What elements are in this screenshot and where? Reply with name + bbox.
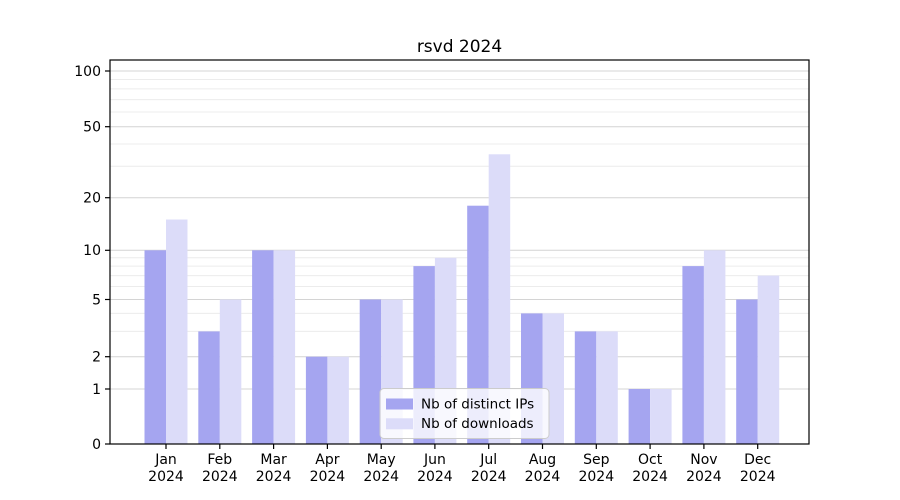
plot-border (109, 59, 810, 445)
bar-distinct-ips-jul (467, 205, 489, 444)
x-tick-label-year: 2024 (578, 469, 614, 485)
bar-downloads-jan (166, 219, 188, 444)
y-tick-label: 5 (92, 292, 101, 308)
bar-downloads-nov (703, 250, 726, 444)
y-tick-label: 20 (83, 191, 101, 207)
bar-distinct-ips-dec (736, 299, 758, 444)
y-tick-label: 100 (74, 64, 101, 80)
bar-distinct-ips-oct (628, 389, 651, 444)
x-tick-label-year: 2024 (310, 469, 346, 485)
bar-distinct-ips-nov (682, 266, 704, 444)
bar-downloads-sep (596, 331, 618, 444)
bar-downloads-mar (273, 250, 296, 444)
x-tick-label-month: May (367, 452, 396, 468)
x-tick-label-year: 2024 (632, 469, 668, 485)
x-tick-label-month: Jul (479, 452, 497, 468)
legend-label: Nb of distinct IPs (421, 396, 534, 412)
x-tick-label-month: Dec (744, 452, 771, 468)
bar-distinct-ips-jan (144, 250, 166, 444)
x-tick-label-month: Nov (690, 452, 717, 468)
bar-downloads-jul (488, 154, 511, 445)
x-tick-label-year: 2024 (417, 469, 453, 485)
bar-downloads-oct (650, 389, 672, 444)
x-tick-label-year: 2024 (202, 469, 238, 485)
bar-distinct-ips-apr (305, 356, 328, 444)
x-tick-label-year: 2024 (525, 469, 561, 485)
x-tick-label-month: Feb (207, 452, 232, 468)
x-tick-label-month: Oct (638, 452, 663, 468)
bar-downloads-apr (327, 356, 349, 444)
x-tick-label-month: Mar (260, 452, 287, 468)
legend-swatch-downloads (386, 418, 413, 430)
y-tick-label: 2 (92, 350, 101, 366)
x-tick-label-month: Sep (583, 452, 610, 468)
bar-distinct-ips-sep (574, 331, 597, 444)
bar-distinct-ips-feb (198, 331, 220, 444)
x-tick-label-month: Jun (423, 452, 446, 468)
legend-box (379, 388, 550, 439)
x-tick-label-year: 2024 (686, 469, 722, 485)
x-tick-label-year: 2024 (256, 469, 292, 485)
bar-downloads-feb (219, 299, 242, 444)
x-tick-label-year: 2024 (471, 469, 507, 485)
x-tick-label-month: Apr (315, 452, 339, 468)
bar-downloads-dec (757, 275, 780, 444)
y-tick-label: 0 (92, 437, 101, 453)
legend-label: Nb of downloads (421, 416, 534, 432)
bar-distinct-ips-mar (252, 250, 274, 444)
x-tick-label-year: 2024 (148, 469, 184, 485)
x-tick-label-year: 2024 (363, 469, 399, 485)
y-tick-label: 10 (83, 243, 101, 259)
y-tick-label: 50 (83, 120, 101, 136)
legend-swatch-distinct-ips (386, 398, 413, 410)
y-tick-label: 1 (92, 382, 101, 398)
x-tick-label-month: Jan (154, 452, 177, 468)
x-tick-label-year: 2024 (740, 469, 776, 485)
x-tick-label-month: Aug (529, 452, 556, 468)
bar-distinct-ips-may (359, 299, 382, 444)
chart-title: rsvd 2024 (417, 37, 502, 57)
